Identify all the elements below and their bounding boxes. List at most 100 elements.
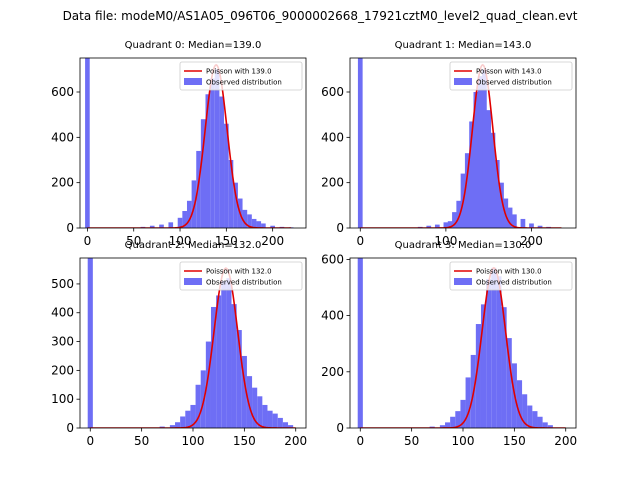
poisson-curve xyxy=(90,267,296,428)
hist-bar xyxy=(210,306,217,428)
x-tick-label: 100 xyxy=(169,234,192,248)
hist-bar xyxy=(439,425,446,428)
hist-bar xyxy=(499,182,504,228)
legend-label-observed: Observed distribution xyxy=(206,79,282,87)
hist-bar xyxy=(480,304,487,428)
hist-bar xyxy=(195,384,201,428)
legend-label-poisson: Poisson with 130.0 xyxy=(476,268,542,276)
y-tick-label: 200 xyxy=(51,363,74,377)
hist-bar xyxy=(512,214,517,228)
hist-bar xyxy=(445,422,451,428)
y-tick-label: 400 xyxy=(321,130,344,144)
hist-bar xyxy=(226,278,232,428)
hist-bar xyxy=(196,150,201,228)
hist-bar xyxy=(169,425,176,428)
x-tick-label: 150 xyxy=(233,434,256,448)
legend-box xyxy=(449,61,573,91)
hist-bar xyxy=(180,416,186,428)
y-tick-label: 0 xyxy=(66,221,74,235)
legend-label-observed: Observed distribution xyxy=(206,279,282,287)
x-tick-label: 50 xyxy=(134,434,149,448)
hist-bar xyxy=(190,404,196,428)
hist-bar xyxy=(494,160,500,228)
y-tick-label: 600 xyxy=(51,85,74,99)
hist-bar xyxy=(242,209,248,228)
hist-bar xyxy=(482,69,487,228)
hist-bar xyxy=(256,221,262,228)
x-tick-label: 50 xyxy=(126,234,141,248)
hist-bar xyxy=(262,404,268,428)
legend: Poisson with 139.0 Observed distribution xyxy=(179,61,303,91)
hist-bar xyxy=(469,121,474,228)
y-tick-label: 200 xyxy=(321,176,344,190)
hist-bar xyxy=(532,411,538,428)
x-tick-label: 0 xyxy=(84,234,92,248)
subplot-title: Quadrant 1: Median=143.0 xyxy=(395,40,532,51)
hist-bar xyxy=(490,132,496,228)
y-tick-label: 400 xyxy=(51,130,74,144)
legend: Poisson with 130.0 Observed distribution xyxy=(449,261,573,291)
hist-bar xyxy=(205,341,211,428)
y-tick-label: 200 xyxy=(321,365,344,379)
hist-bar xyxy=(465,377,471,428)
hist-bar xyxy=(272,413,278,428)
y-tick-label: 400 xyxy=(51,306,74,320)
hist-bar xyxy=(182,211,187,228)
hist-bar xyxy=(537,225,543,228)
hist-bar xyxy=(455,411,461,428)
y-tick-label: 0 xyxy=(336,221,344,235)
hist-bar xyxy=(205,94,211,228)
hist-bar xyxy=(491,267,497,428)
x-tick-label: 50 xyxy=(404,434,419,448)
legend-patch-swatch xyxy=(184,78,202,85)
hist-bar xyxy=(282,422,289,428)
hist-bar xyxy=(486,279,492,428)
legend-patch-swatch xyxy=(184,278,202,285)
hist-bar xyxy=(450,416,456,428)
x-tick-label: 200 xyxy=(554,434,577,448)
legend-label-observed: Observed distribution xyxy=(476,279,552,287)
plot-area xyxy=(87,258,296,428)
hist-bar xyxy=(219,96,225,228)
subplot-3: Quadrant 3: Median=130.0 0 50 100 150 200 0 200… xyxy=(321,240,577,448)
legend-box xyxy=(449,261,573,291)
hist-bar xyxy=(186,200,192,228)
x-tick-label: 0 xyxy=(356,234,364,248)
legend: Poisson with 132.0 Observed distribution xyxy=(179,261,303,291)
x-tick-label: 150 xyxy=(215,234,238,248)
hist-bar xyxy=(537,416,543,428)
legend-patch-swatch xyxy=(454,278,472,285)
hist-bar xyxy=(247,214,252,228)
hist-bar xyxy=(477,76,483,228)
hist-bar xyxy=(233,182,238,228)
figure-suptitle: Data file: modeM0/AS1A05_096T06_90000026… xyxy=(63,9,578,23)
y-tick-label: 500 xyxy=(51,277,74,291)
x-tick-label: 0 xyxy=(86,434,94,448)
subplot-2: Quadrant 2: Median=132.0 0 50 100 150 200 0 100… xyxy=(51,240,307,448)
hist-bar xyxy=(87,258,93,428)
hist-bar xyxy=(447,221,453,228)
hist-bar xyxy=(241,355,247,428)
hist-bar xyxy=(252,387,258,428)
hist-bar xyxy=(434,224,440,228)
hist-bar xyxy=(85,58,90,228)
x-tick-label: 200 xyxy=(520,234,543,248)
y-tick-label: 600 xyxy=(321,252,344,266)
hist-bar xyxy=(261,223,266,228)
hist-bar xyxy=(464,153,470,228)
hist-bar xyxy=(177,217,183,228)
legend-patch-swatch xyxy=(454,78,472,85)
legend: Poisson with 143.0 Observed distribution xyxy=(449,61,573,91)
legend-box xyxy=(179,61,303,91)
hist-bar xyxy=(473,92,479,228)
hist-bar xyxy=(456,200,462,228)
hist-bar xyxy=(288,425,294,428)
legend-label-poisson: Poisson with 139.0 xyxy=(206,68,272,76)
hist-bar xyxy=(496,276,502,428)
hist-bar xyxy=(149,225,155,228)
hist-bar xyxy=(267,410,273,428)
x-tick-label: 100 xyxy=(452,434,475,448)
hist-bar xyxy=(542,422,548,428)
hist-bar xyxy=(547,425,553,428)
